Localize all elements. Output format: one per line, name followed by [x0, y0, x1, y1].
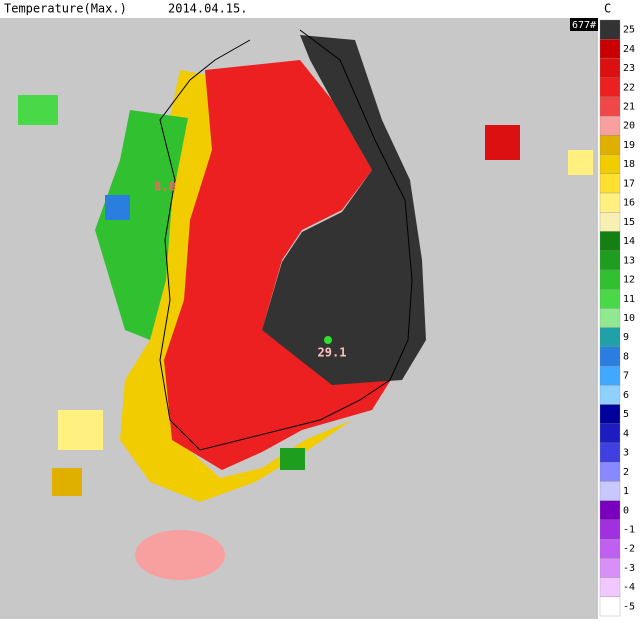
- legend-swatch: [599, 192, 621, 213]
- patch: [485, 125, 520, 160]
- legend-label: 17: [623, 178, 635, 189]
- legend-label: 11: [623, 294, 635, 305]
- max-label: 29.1: [318, 346, 347, 360]
- legend-label: 23: [623, 63, 635, 74]
- zone-warm: [120, 70, 352, 502]
- legend-swatch: [599, 558, 621, 578]
- legend-label: -2: [623, 544, 635, 555]
- legend-swatch: [599, 231, 621, 251]
- date: 2014.04.15.: [168, 2, 247, 16]
- legend-swatch: [599, 404, 621, 424]
- patch: [18, 95, 58, 125]
- legend-swatch: [599, 500, 621, 521]
- legend-swatch: [599, 173, 621, 194]
- legend-swatch: [599, 462, 621, 482]
- zone-hottest: [262, 35, 426, 385]
- legend-label: 25: [623, 25, 635, 36]
- legend-label: 7: [623, 371, 629, 382]
- legend-swatch: [599, 135, 621, 155]
- legend-label: -5: [623, 601, 635, 612]
- legend-label: 2: [623, 467, 629, 478]
- count: 677#: [572, 20, 596, 31]
- legend-swatch: [599, 385, 621, 405]
- legend-swatch: [599, 115, 621, 136]
- legend-label: 6: [623, 390, 629, 401]
- unit: C: [604, 2, 611, 16]
- legend-swatch: [599, 308, 621, 328]
- legend-swatch: [599, 77, 621, 98]
- color-legend: 2524232221201918171615141312111098765432…: [599, 19, 635, 617]
- legend-swatch: [599, 269, 621, 290]
- legend-swatch: [599, 365, 621, 386]
- legend-label: 1: [623, 486, 629, 497]
- legend-swatch: [599, 519, 621, 540]
- legend-swatch: [599, 577, 621, 597]
- patch: [58, 410, 103, 450]
- legend-label: 14: [623, 236, 635, 247]
- legend-label: 15: [623, 217, 635, 228]
- legend-label: 10: [623, 313, 635, 324]
- legend-swatch: [599, 58, 621, 78]
- legend-label: 18: [623, 159, 635, 170]
- legend-label: 13: [623, 255, 635, 266]
- coastline: [159, 29, 413, 451]
- legend-swatch: [599, 481, 621, 501]
- legend-label: 8: [623, 351, 629, 362]
- patch: [52, 468, 82, 496]
- zone-island: [135, 530, 225, 580]
- legend-label: 12: [623, 275, 635, 286]
- legend-swatch: [599, 596, 621, 617]
- legend-swatch: [599, 327, 621, 347]
- legend-swatch: [599, 423, 621, 444]
- patch: [568, 150, 593, 175]
- legend-swatch: [599, 250, 621, 271]
- legend-label: 4: [623, 428, 629, 439]
- legend-swatch: [599, 39, 621, 59]
- min-label: 8.8: [154, 180, 176, 194]
- legend-label: 3: [623, 448, 629, 459]
- legend-label: 22: [623, 82, 635, 93]
- patch: [280, 448, 305, 470]
- legend-swatch: [599, 212, 621, 232]
- legend-label: 24: [623, 44, 635, 55]
- legend-label: 19: [623, 140, 635, 151]
- legend-label: -4: [623, 582, 635, 593]
- legend-swatch: [599, 19, 621, 40]
- legend-swatch: [599, 289, 621, 309]
- station-dot: [324, 336, 332, 344]
- legend-swatch: [599, 538, 621, 559]
- zone-mild: [95, 110, 188, 340]
- legend-swatch: [599, 96, 621, 117]
- legend-label: -3: [623, 563, 635, 574]
- legend-label: 20: [623, 121, 635, 132]
- legend-swatch: [599, 346, 621, 367]
- temperature-field: [18, 35, 593, 580]
- legend-swatch: [599, 154, 621, 174]
- legend-swatch: [599, 442, 621, 463]
- legend-label: 0: [623, 505, 629, 516]
- legend-label: 5: [623, 409, 629, 420]
- legend-label: 16: [623, 198, 635, 209]
- legend-label: 21: [623, 102, 635, 113]
- title: Temperature(Max.): [4, 2, 127, 16]
- legend-label: 9: [623, 332, 629, 343]
- legend-label: -1: [623, 524, 635, 535]
- count-box: [570, 18, 598, 31]
- patch: [105, 195, 130, 220]
